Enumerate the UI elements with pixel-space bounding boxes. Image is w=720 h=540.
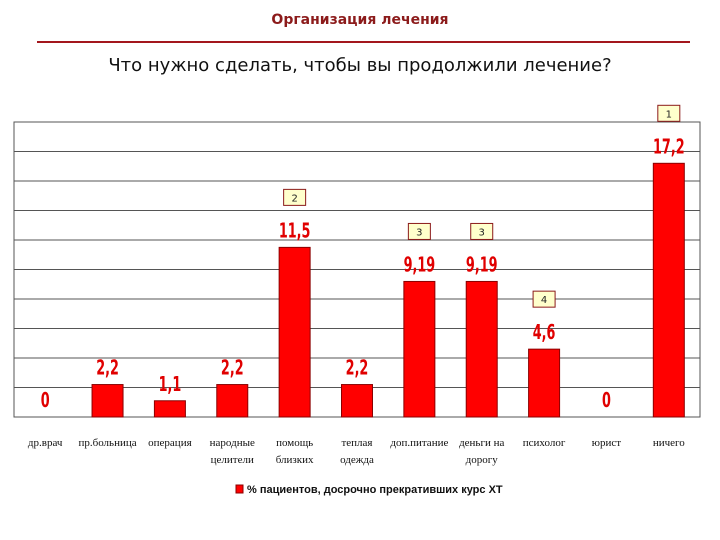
x-tick-label-line: близких: [276, 454, 314, 466]
x-tick-label: ничего: [653, 437, 685, 449]
x-tick-label: народные целители: [210, 437, 255, 466]
data-label: 11,5: [279, 218, 311, 242]
data-label: 2,2: [96, 355, 119, 379]
x-tick-label: психолог: [523, 437, 566, 449]
x-tick-label-line: деньги на: [459, 437, 504, 449]
rank-badge: [532, 290, 556, 308]
x-tick-label: помощь близких: [276, 437, 314, 466]
rank-badge-label: 4: [541, 295, 547, 306]
data-label: 0: [41, 388, 50, 412]
data-label: 2,2: [221, 355, 244, 379]
bar: [528, 348, 561, 418]
x-tick-label-line: пр.больница: [78, 437, 136, 449]
bar: [153, 400, 186, 418]
rank-badge-label: 3: [479, 227, 485, 238]
x-tick-label-line: дорогу: [466, 454, 499, 466]
legend-swatch: [235, 484, 244, 494]
rank-badge-label: 2: [291, 193, 297, 204]
x-tick-label: пр.больница: [78, 437, 136, 449]
bar: [91, 384, 124, 418]
x-tick-label-line: доп.питание: [390, 437, 448, 449]
bar: [465, 280, 498, 418]
x-tick-label: др.врач: [28, 437, 63, 449]
x-tick-label-line: теплая: [341, 437, 372, 449]
data-label: 9,19: [404, 252, 436, 276]
data-label: 0: [602, 388, 611, 412]
data-label: 4,6: [533, 320, 556, 344]
bar: [652, 162, 685, 418]
x-tick-label-line: психолог: [523, 437, 566, 449]
x-tick-label: юрист: [592, 437, 621, 449]
rank-badge-label: 1: [666, 109, 672, 120]
x-tick-label-line: целители: [211, 454, 254, 466]
bar: [403, 280, 436, 418]
x-tick-label: доп.питание: [390, 437, 448, 449]
data-label: 9,19: [466, 252, 498, 276]
x-tick-label-line: операция: [148, 437, 191, 449]
rank-badge: [470, 222, 494, 240]
data-label: 2,2: [346, 355, 369, 379]
slide-header-title: Организация лечения: [271, 12, 449, 28]
x-tick-label: операция: [148, 437, 191, 449]
x-tick-label-line: народные: [210, 437, 255, 449]
data-label: 17,2: [653, 134, 685, 158]
x-tick-label-line: ничего: [653, 437, 685, 449]
x-tick-label-line: юрист: [592, 437, 621, 449]
x-tick-label-line: помощь: [276, 437, 313, 449]
slide-question: Что нужно сделать, чтобы вы продолжили л…: [108, 55, 612, 76]
bar: [341, 384, 373, 418]
x-tick-label: теплая одежда: [340, 437, 374, 466]
rank-badge: [657, 104, 681, 122]
rank-badge: [407, 222, 431, 240]
data-label: 1,1: [159, 372, 182, 396]
legend-label: % пациентов, досрочно прекративших курс …: [247, 484, 503, 496]
bar: [216, 384, 249, 418]
rank-badge: [283, 188, 307, 206]
rank-badge-label: 3: [416, 227, 422, 238]
bar: [278, 246, 311, 418]
x-tick-label-line: др.врач: [28, 437, 63, 449]
x-tick-label: деньги на дорогу: [459, 437, 504, 466]
header-divider: [37, 41, 690, 43]
x-tick-label-line: одежда: [340, 454, 374, 466]
